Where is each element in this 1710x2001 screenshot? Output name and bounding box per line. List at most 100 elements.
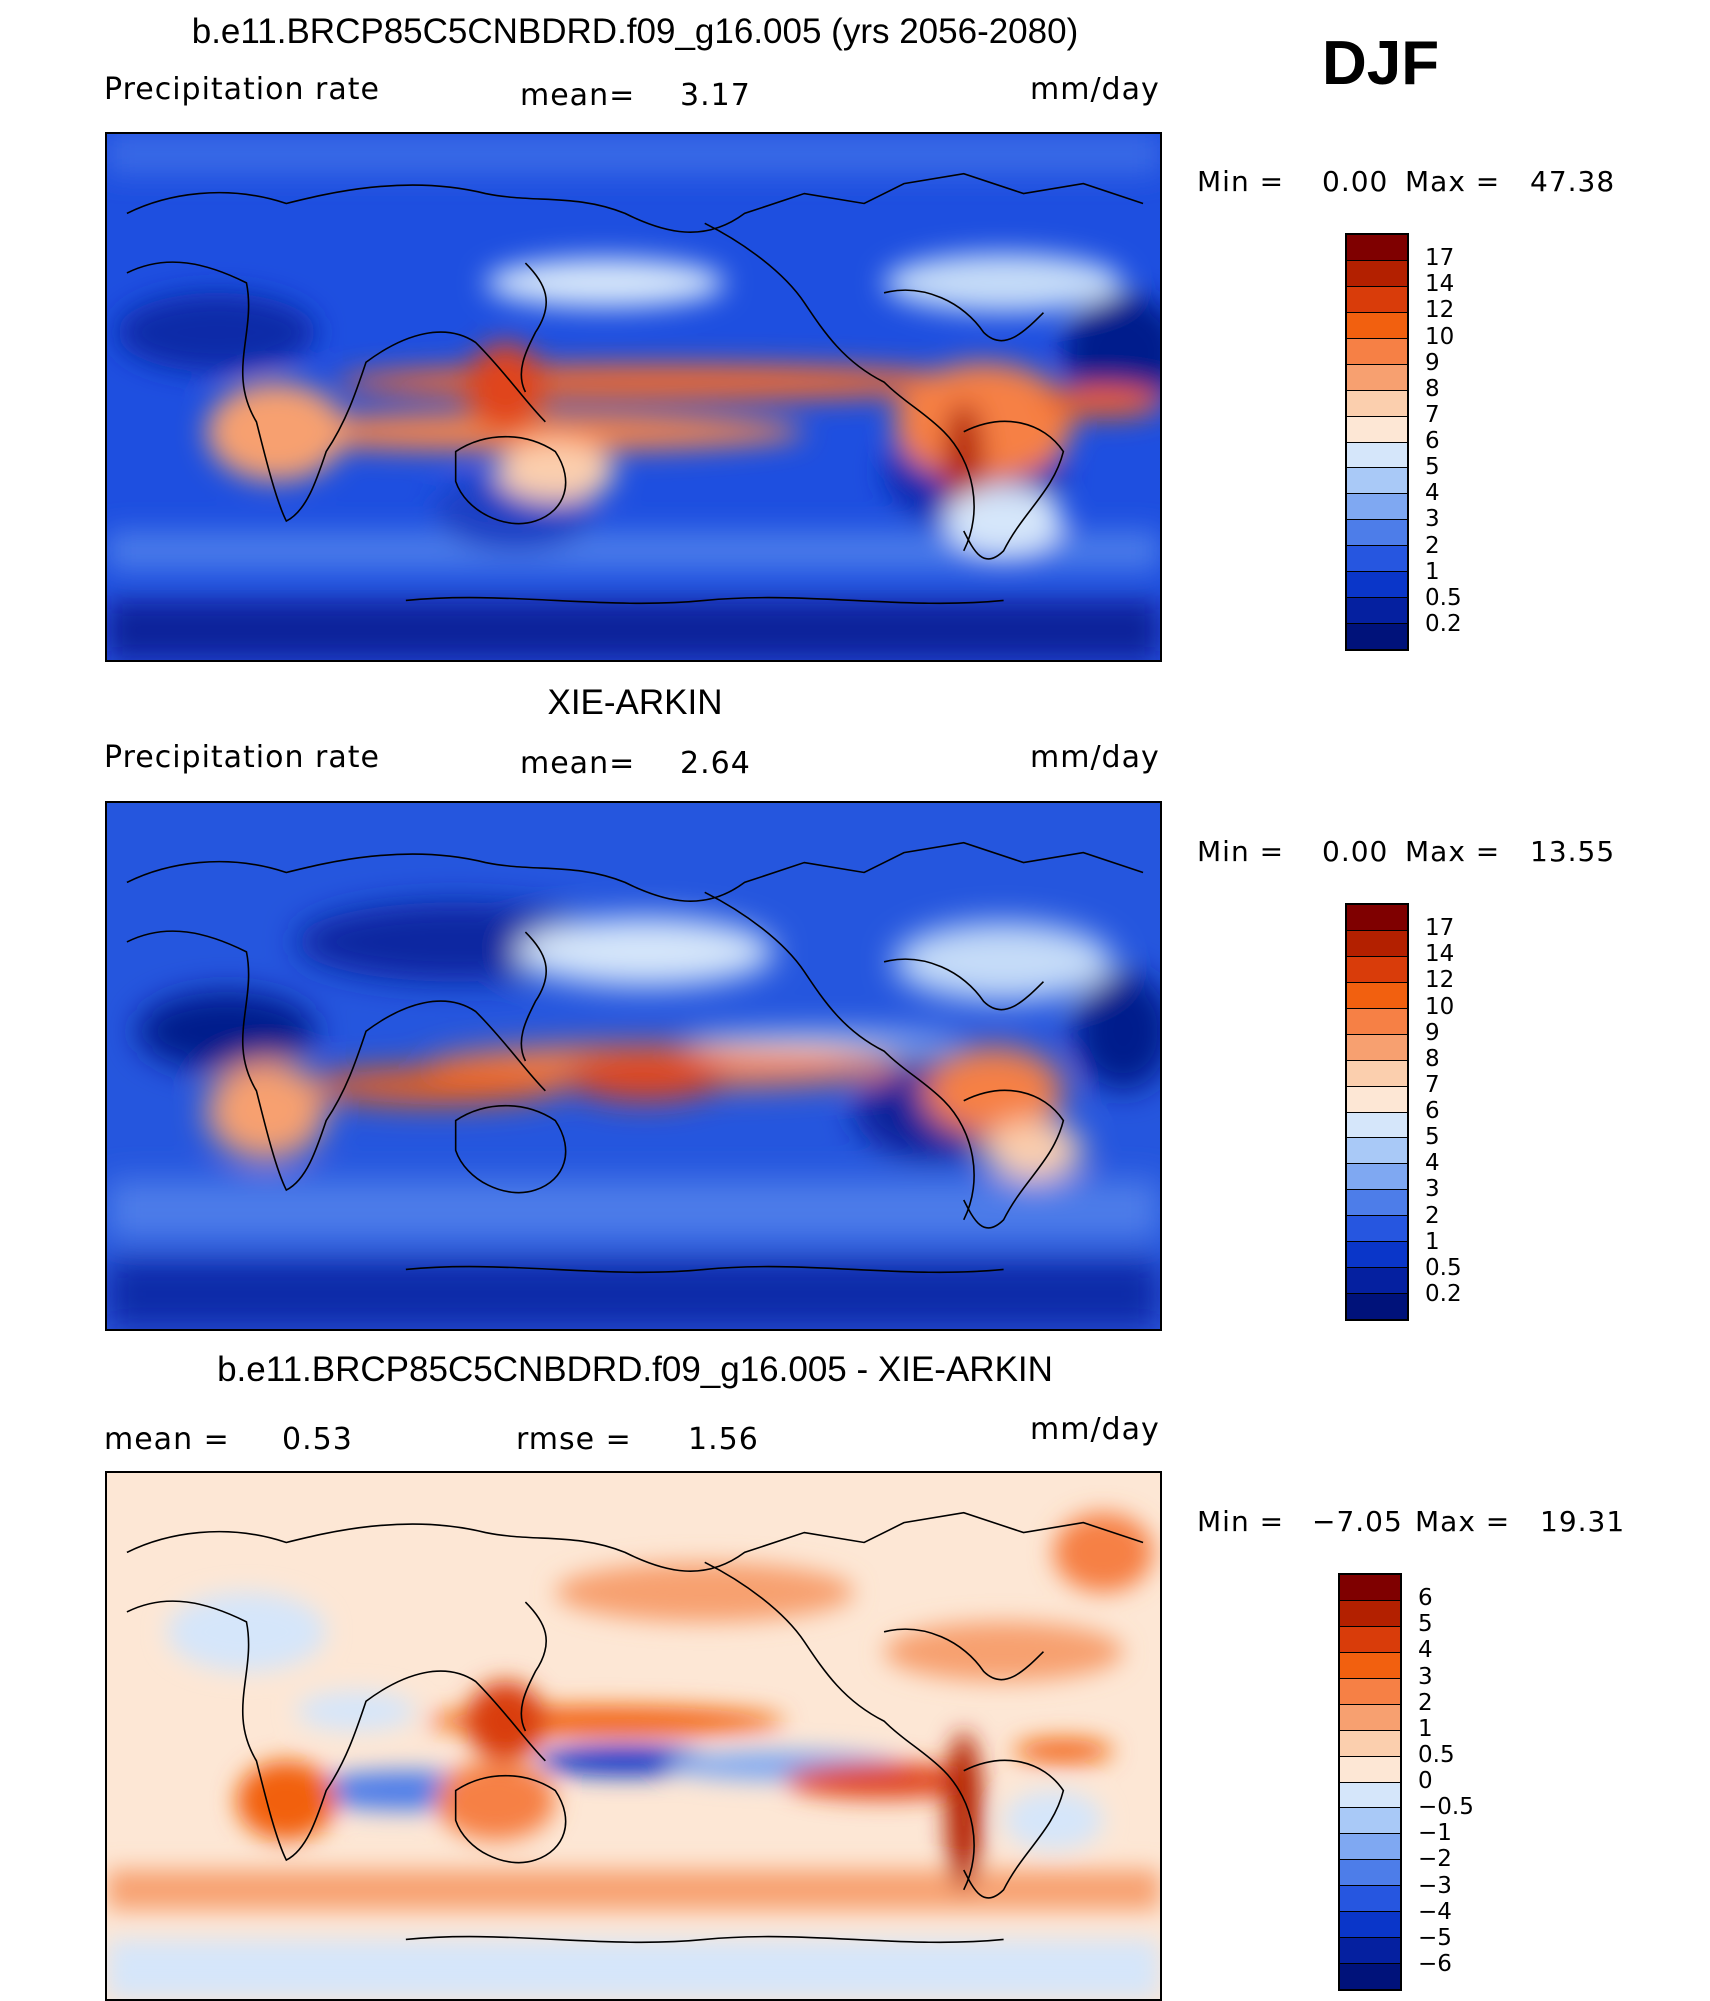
- colorbar-segment: [1347, 520, 1407, 547]
- colorbar-segment: [1347, 338, 1407, 365]
- colorbar-tick-label: 0.5: [1425, 1254, 1462, 1281]
- panel-diff-mean-label: mean =: [104, 1422, 230, 1457]
- colorbar-tick-label: 1: [1425, 558, 1440, 585]
- colorbar-segment: [1347, 1060, 1407, 1087]
- panel-obs-units: mm/day: [1030, 740, 1160, 775]
- colorbar-tick-label: −3: [1418, 1872, 1452, 1899]
- panel-obs-min-label: Min =: [1197, 835, 1285, 868]
- colorbar-tick-label: 9: [1425, 349, 1440, 376]
- panel-obs-title: XIE-ARKIN: [547, 683, 723, 722]
- colorbar-tick-label: 5: [1418, 1611, 1433, 1638]
- colorbar-segment: [1347, 1268, 1407, 1295]
- colorbar-segment: [1340, 1834, 1400, 1861]
- panel-obs-max-label: Max =: [1405, 835, 1501, 868]
- colorbar-tick-label: −6: [1418, 1950, 1452, 1977]
- colorbar-segment: [1347, 468, 1407, 495]
- colorbar-segment: [1340, 1575, 1400, 1601]
- colorbar-tick-label: 3: [1425, 506, 1440, 533]
- colorbar-tick-label: 8: [1425, 1045, 1440, 1072]
- colorbar-segment: [1347, 1164, 1407, 1191]
- panel-model-colorbar: [1345, 233, 1409, 651]
- colorbar-segment: [1347, 1034, 1407, 1061]
- colorbar-tick-label: 9: [1425, 1019, 1440, 1046]
- panel-diff-max-value: 19.31: [1540, 1505, 1626, 1538]
- colorbar-segment: [1347, 442, 1407, 469]
- panel-obs-mean-label: mean=: [520, 746, 636, 781]
- panel-diff-title: b.e11.BRCP85C5CNBDRD.f09_g16.005 - XIE-A…: [217, 1350, 1053, 1389]
- colorbar-segment: [1347, 1216, 1407, 1243]
- colorbar-tick-label: 4: [1425, 1150, 1440, 1177]
- panel-diff-map: [105, 1471, 1162, 2001]
- colorbar-segment: [1340, 1756, 1400, 1783]
- colorbar-tick-label: 0.2: [1425, 610, 1462, 637]
- colorbar-tick-label: 2: [1425, 532, 1440, 559]
- panel-model-units: mm/day: [1030, 72, 1160, 107]
- colorbar-tick-label: 0.2: [1425, 1280, 1462, 1307]
- panel-obs-map: [105, 801, 1162, 1331]
- colorbar-segment: [1347, 1008, 1407, 1035]
- panel-model-mean-label: mean=: [520, 78, 636, 113]
- colorbar-segment: [1340, 1704, 1400, 1731]
- colorbar-segment: [1347, 260, 1407, 287]
- panel-obs-max-value: 13.55: [1530, 835, 1616, 868]
- colorbar-tick-label: 17: [1425, 245, 1455, 272]
- colorbar-segment: [1340, 1912, 1400, 1939]
- panel-diff-max-label: Max =: [1415, 1505, 1511, 1538]
- colorbar-tick-label: −1: [1418, 1820, 1452, 1847]
- colorbar-tick-label: 10: [1425, 993, 1455, 1020]
- colorbar-tick-label: 12: [1425, 967, 1455, 994]
- colorbar-tick-label: 6: [1425, 1098, 1440, 1124]
- colorbar-segment: [1347, 598, 1407, 625]
- colorbar-segment: [1347, 572, 1407, 599]
- colorbar-segment: [1347, 930, 1407, 957]
- colorbar-segment: [1340, 1886, 1400, 1913]
- colorbar-tick-label: 2: [1418, 1689, 1433, 1716]
- colorbar-segment: [1347, 982, 1407, 1009]
- colorbar-segment: [1340, 1782, 1400, 1809]
- panel-diff-mean-value: 0.53: [282, 1422, 353, 1457]
- panel-obs-min-value: 0.00: [1322, 835, 1389, 868]
- colorbar-segment: [1340, 1652, 1400, 1679]
- panel-model-variable: Precipitation rate: [104, 72, 380, 107]
- panel-model-map: [105, 132, 1162, 662]
- panel-model-mean-value: 3.17: [680, 78, 751, 113]
- colorbar-tick-label: 4: [1425, 480, 1440, 507]
- colorbar-segment: [1347, 416, 1407, 443]
- colorbar-tick-label: 7: [1425, 1071, 1440, 1098]
- colorbar-segment: [1347, 1190, 1407, 1217]
- colorbar-segment: [1340, 1808, 1400, 1835]
- panel-obs-colorbar: [1345, 903, 1409, 1321]
- panel-diff-rmse-label: rmse =: [516, 1422, 632, 1457]
- panel-model-max-label: Max =: [1405, 165, 1501, 198]
- colorbar-segment: [1347, 1294, 1407, 1319]
- colorbar-tick-label: 10: [1425, 323, 1455, 350]
- colorbar-tick-label: 17: [1425, 915, 1455, 942]
- panel-obs-mean-value: 2.64: [680, 746, 751, 781]
- colorbar-tick-label: 5: [1425, 454, 1440, 481]
- panel-model-max-value: 47.38: [1530, 165, 1616, 198]
- colorbar-tick-label: −2: [1418, 1846, 1452, 1873]
- colorbar-tick-label: −5: [1418, 1924, 1452, 1951]
- colorbar-segment: [1347, 494, 1407, 521]
- colorbar-segment: [1347, 905, 1407, 931]
- colorbar-segment: [1347, 956, 1407, 983]
- panel-model-min-value: 0.00: [1322, 165, 1389, 198]
- colorbar-tick-label: 8: [1425, 375, 1440, 402]
- colorbar-tick-label: −4: [1418, 1898, 1452, 1925]
- panel-model-title: b.e11.BRCP85C5CNBDRD.f09_g16.005 (yrs 20…: [191, 12, 1079, 51]
- colorbar-tick-label: 2: [1425, 1202, 1440, 1229]
- colorbar-tick-label: 6: [1425, 428, 1440, 454]
- colorbar-segment: [1347, 1112, 1407, 1139]
- colorbar-segment: [1340, 1860, 1400, 1887]
- colorbar-tick-label: 0.5: [1418, 1741, 1455, 1768]
- panel-diff-colorbar: [1338, 1573, 1402, 1991]
- colorbar-segment: [1347, 1086, 1407, 1113]
- panel-diff-min-label: Min =: [1197, 1505, 1285, 1538]
- colorbar-segment: [1347, 364, 1407, 391]
- colorbar-segment: [1340, 1730, 1400, 1757]
- colorbar-segment: [1347, 624, 1407, 649]
- colorbar-tick-label: 6: [1418, 1585, 1433, 1612]
- colorbar-segment: [1347, 1138, 1407, 1165]
- colorbar-segment: [1347, 286, 1407, 313]
- panel-model-min-label: Min =: [1197, 165, 1285, 198]
